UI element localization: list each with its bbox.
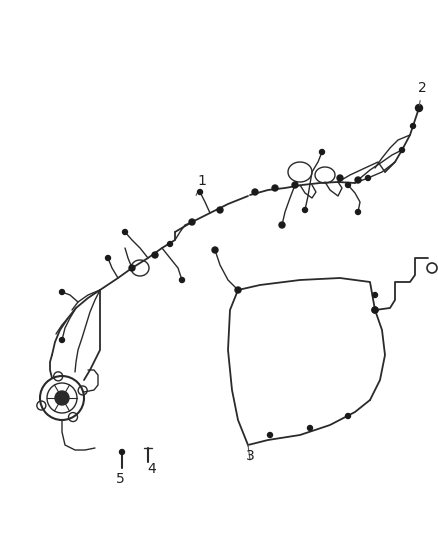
Circle shape [346,182,350,188]
Text: 3: 3 [246,445,254,463]
Circle shape [356,209,360,214]
Circle shape [410,124,416,128]
Circle shape [319,149,325,155]
Circle shape [279,222,285,228]
Circle shape [307,425,312,431]
Circle shape [198,190,202,195]
Circle shape [60,337,64,343]
Circle shape [292,182,298,188]
Circle shape [235,287,241,293]
Circle shape [372,293,378,297]
Circle shape [252,189,258,195]
Text: 1: 1 [196,174,206,196]
Circle shape [123,230,127,235]
Circle shape [152,252,158,258]
Circle shape [106,255,110,261]
Circle shape [268,432,272,438]
Circle shape [416,104,423,111]
Circle shape [120,449,124,455]
Circle shape [355,177,361,183]
Text: 4: 4 [148,462,156,476]
Circle shape [372,307,378,313]
Text: 2: 2 [417,81,426,105]
Circle shape [189,219,195,225]
Circle shape [346,414,350,418]
Circle shape [55,391,69,405]
Circle shape [212,247,218,253]
Circle shape [129,265,135,271]
Circle shape [60,289,64,295]
Circle shape [365,175,371,181]
Circle shape [272,185,278,191]
Circle shape [303,207,307,213]
Circle shape [399,148,405,152]
Circle shape [372,307,378,313]
Circle shape [180,278,184,282]
Circle shape [167,241,173,246]
Circle shape [217,207,223,213]
Circle shape [337,175,343,181]
Text: 5: 5 [116,472,124,486]
